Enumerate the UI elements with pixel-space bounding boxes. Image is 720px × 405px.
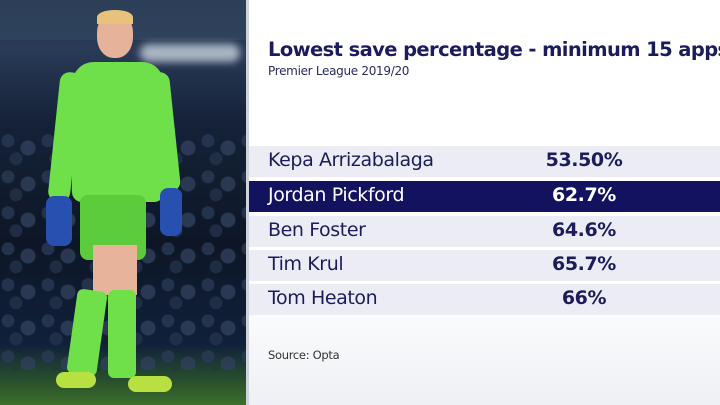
stadium-light	[140, 44, 240, 62]
panel-divider	[246, 0, 249, 405]
player-name: Ben Foster	[268, 219, 366, 241]
save-percentage: 53.50%	[545, 149, 623, 171]
save-percentage: 64.6%	[552, 219, 616, 241]
player-name: Tom Heaton	[268, 287, 378, 309]
table-row: Tim Krul 65.7%	[249, 250, 720, 281]
goalkeeper-photo	[0, 0, 246, 405]
graphic-title: Lowest save percentage - minimum 15 apps	[268, 38, 720, 61]
save-percentage: 62.7%	[552, 184, 616, 206]
table-row: Tom Heaton 66%	[249, 284, 720, 315]
table-row: Kepa Arrizabalaga 53.50%	[249, 146, 720, 177]
player-name: Kepa Arrizabalaga	[268, 149, 434, 171]
table-row-highlighted: Jordan Pickford 62.7%	[249, 181, 720, 212]
save-percentage: 66%	[561, 287, 607, 309]
save-percentage: 65.7%	[552, 253, 616, 275]
player-name: Tim Krul	[268, 253, 344, 275]
source-note: Source: Opta	[268, 348, 340, 362]
player-name: Jordan Pickford	[268, 184, 405, 206]
graphic-subtitle: Premier League 2019/20	[268, 64, 410, 78]
table-row: Ben Foster 64.6%	[249, 216, 720, 247]
